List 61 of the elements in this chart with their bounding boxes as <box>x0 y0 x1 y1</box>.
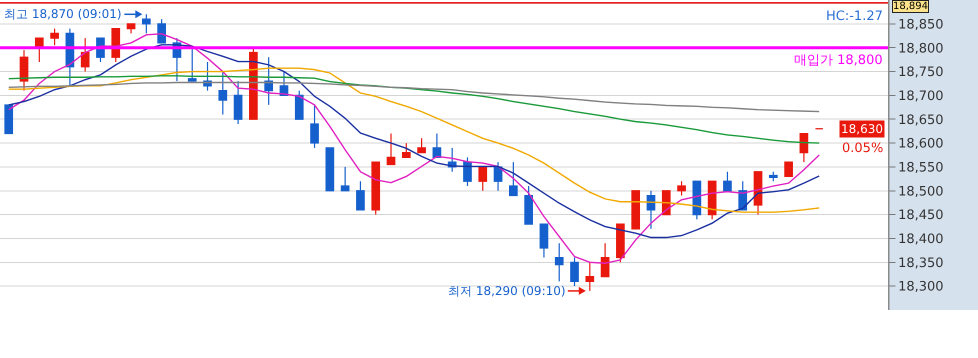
candlestick <box>417 138 426 154</box>
y-tick-label: 18,300 <box>898 280 944 295</box>
candlestick <box>340 166 350 192</box>
line-series <box>8 75 820 144</box>
candlestick <box>4 104 14 134</box>
annotation: HC:-1.27 <box>826 9 883 24</box>
candlestick <box>723 171 732 192</box>
candlestick <box>386 132 396 166</box>
candlestick <box>126 23 136 34</box>
candlestick <box>264 56 274 106</box>
y-tick-label: 18,850 <box>898 17 944 32</box>
candlestick <box>203 61 212 92</box>
candlestick <box>310 104 319 148</box>
y-tick-label: 18,600 <box>898 136 944 152</box>
candlestick <box>585 262 594 292</box>
candlestick <box>218 70 228 116</box>
candlestick <box>188 47 197 82</box>
line-series <box>8 82 820 112</box>
candlestick <box>20 49 28 92</box>
candlestick <box>554 242 564 282</box>
candlestick <box>768 171 778 182</box>
ref-line-label: 18,894 <box>893 1 928 12</box>
candlestick <box>326 147 334 192</box>
annotation: 최저 18,290 (09:10) <box>448 284 566 298</box>
candlestick <box>50 28 59 46</box>
ref-line-label: 매입가 18,800 <box>794 53 883 68</box>
text: 18,630 <box>841 122 883 136</box>
y-tick-label: 18,450 <box>898 208 944 224</box>
y-tick-label: 18,800 <box>898 41 944 56</box>
candlestick <box>631 190 640 230</box>
candlestick <box>677 180 686 196</box>
candlestick <box>600 242 610 278</box>
candlestick <box>509 162 518 196</box>
candlestick <box>142 14 151 34</box>
candlestick <box>371 162 380 216</box>
candlestick <box>356 180 365 210</box>
text: 0.05% <box>842 141 884 156</box>
candlestick <box>754 171 762 216</box>
candlestick <box>540 224 548 258</box>
candlestick <box>294 90 304 120</box>
candlestick <box>800 132 808 163</box>
y-tick-label: 18,350 <box>898 256 944 271</box>
y-tick-label: 18,650 <box>898 112 944 128</box>
candlestick <box>784 162 793 178</box>
candlestick <box>494 162 502 192</box>
candlestick <box>234 80 242 125</box>
y-tick-label: 18,750 <box>898 65 944 80</box>
candlestick <box>402 142 411 158</box>
candlestick <box>478 166 488 192</box>
y-tick-label: 18,550 <box>898 160 944 176</box>
annotation: 최고 18,870 (09:01) <box>4 7 122 21</box>
candlestick <box>616 224 625 263</box>
candlestick <box>646 190 656 230</box>
candlestick <box>463 156 472 187</box>
candlestick <box>524 185 533 225</box>
candlestick <box>80 38 90 72</box>
line-series <box>8 68 820 213</box>
candlestick <box>570 256 579 287</box>
y-tick-label: 18,700 <box>898 88 944 104</box>
y-tick-label: 18,500 <box>898 184 944 200</box>
y-tick-label: 18,400 <box>898 232 944 248</box>
